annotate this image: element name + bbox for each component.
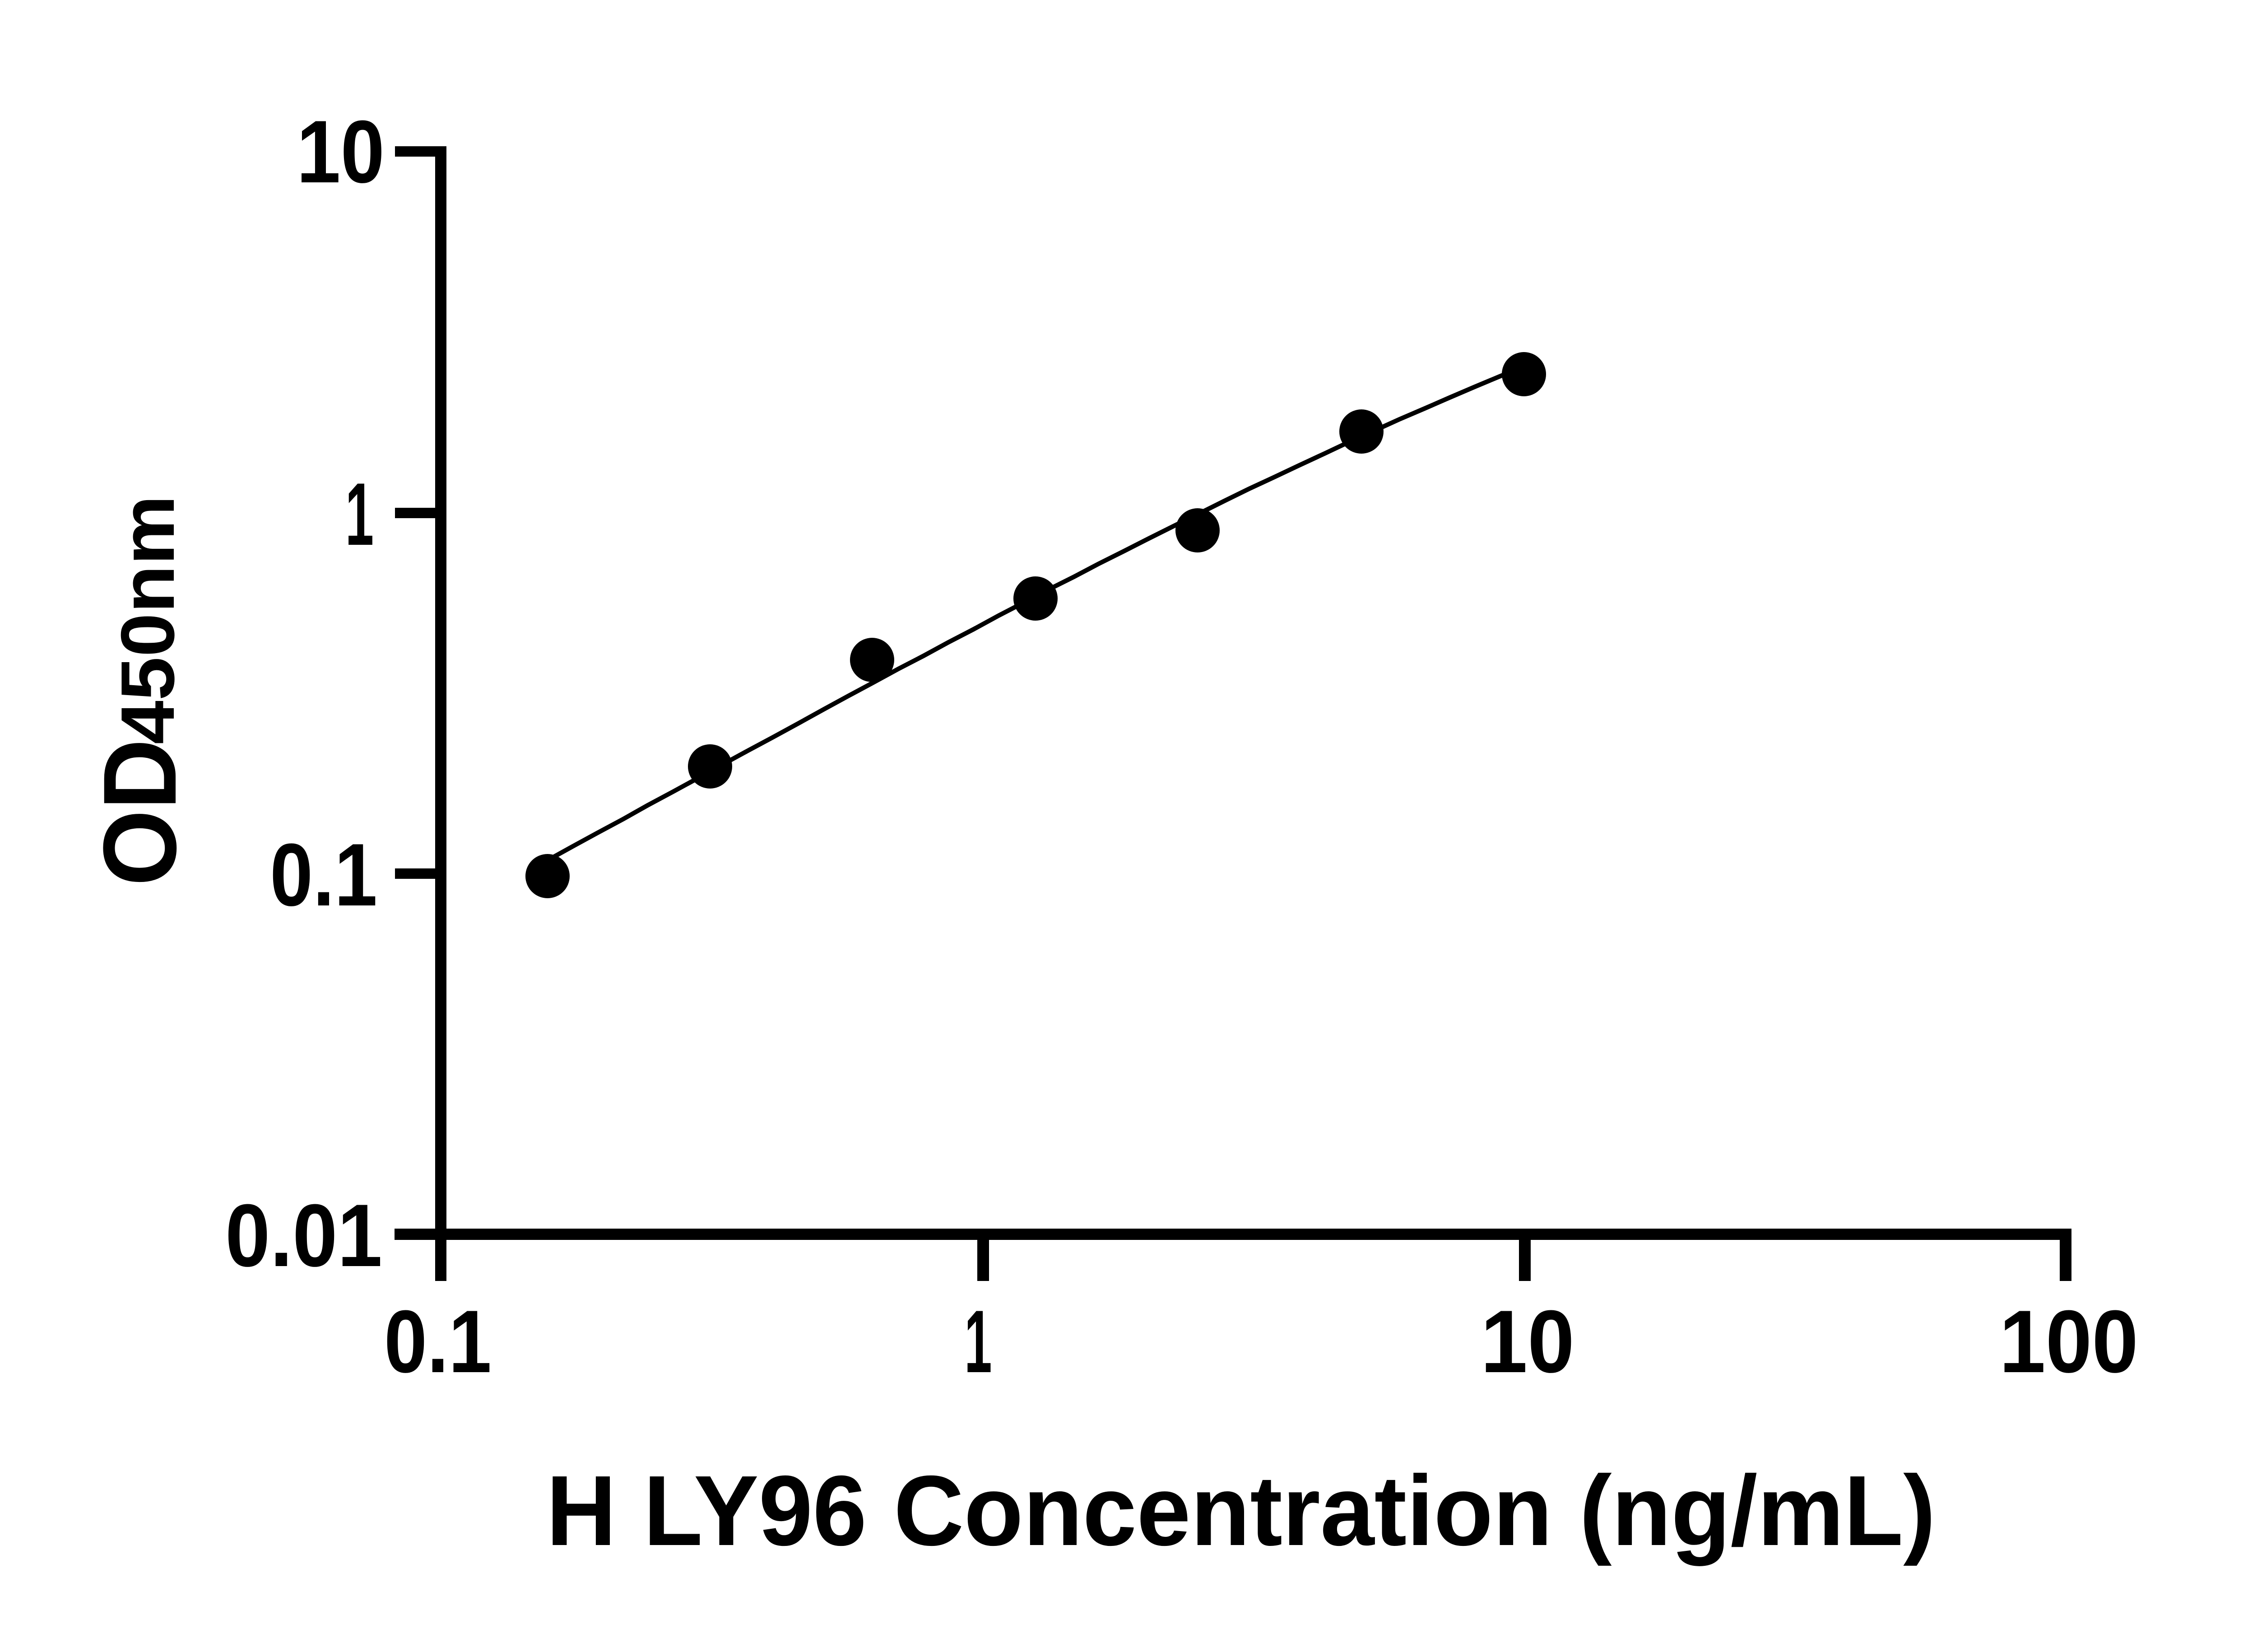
svg-text:OD: OD (82, 739, 198, 886)
svg-text:10: 10 (1481, 1292, 1574, 1391)
svg-text:100: 100 (1999, 1292, 2138, 1391)
svg-text:0.1: 0.1 (270, 825, 377, 924)
svg-text:1: 1 (345, 464, 374, 564)
svg-text:1: 1 (965, 1292, 992, 1391)
svg-text:H LY96 Concentration (ng/mL): H LY96 Concentration (ng/mL) (546, 1455, 1936, 1566)
svg-text:0.1: 0.1 (384, 1292, 492, 1391)
svg-text:10: 10 (297, 102, 385, 201)
svg-text:0.01: 0.01 (225, 1186, 382, 1285)
svg-text:450nm: 450nm (105, 495, 190, 744)
